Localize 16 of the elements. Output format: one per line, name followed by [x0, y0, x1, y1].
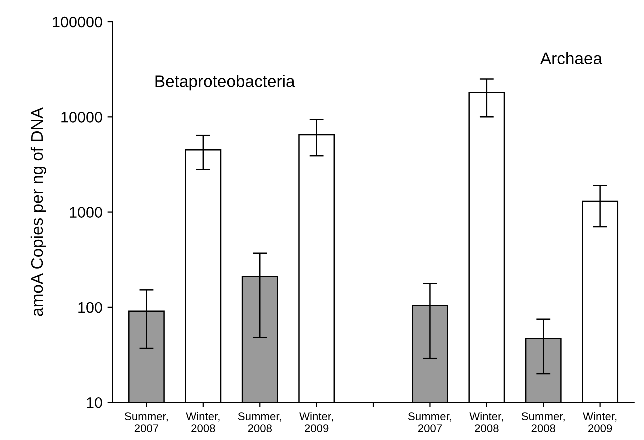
y-tick-label: 100000	[53, 16, 102, 28]
y-axis-title: amoA Copies per ng of DNA	[30, 108, 46, 316]
y-tick-label: 10000	[62, 112, 102, 123]
y-tick-label: 10	[87, 397, 102, 408]
x-tick-label: Winter, 2009	[583, 412, 617, 432]
x-tick-label: Summer, 2007	[125, 412, 168, 432]
x-tick-label: Winter, 2009	[300, 412, 334, 432]
x-tick-label: Summer, 2008	[238, 412, 282, 432]
y-tick-label: 1000	[70, 207, 102, 218]
x-tick-label: Summer, 2008	[522, 412, 565, 432]
annotation: Archaea	[540, 52, 603, 65]
y-tick-label: 100	[78, 302, 102, 314]
annotation: Betaproteobacteria	[156, 75, 296, 91]
x-tick-label: Winter, 2008	[186, 412, 220, 432]
x-tick-label: Summer, 2007	[408, 412, 452, 432]
x-tick-label: Winter, 2008	[470, 412, 504, 432]
